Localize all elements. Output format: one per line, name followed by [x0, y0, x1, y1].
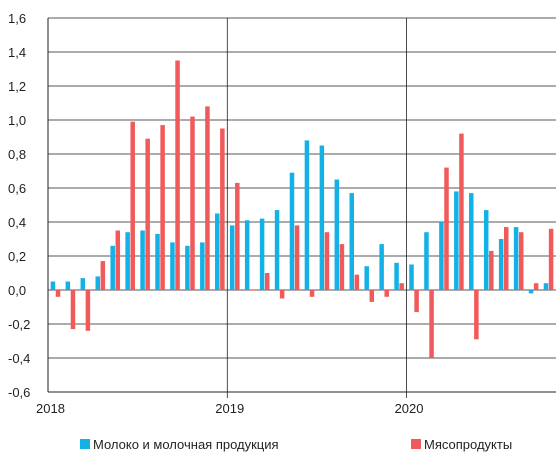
- bar-milk: [543, 283, 549, 290]
- bar-meat: [369, 290, 375, 302]
- y-tick-label: 0,8: [8, 147, 26, 162]
- bar-milk: [95, 276, 100, 290]
- bar-meat: [339, 244, 345, 290]
- bar-meat: [504, 227, 509, 290]
- bar-milk: [483, 210, 489, 290]
- bar-milk: [469, 193, 474, 290]
- y-tick-label: 1,2: [8, 79, 26, 94]
- bar-meat: [85, 290, 91, 331]
- bar-milk: [259, 218, 265, 290]
- bar-milk: [319, 145, 325, 290]
- bar-milk: [110, 245, 115, 290]
- bar-meat: [279, 290, 285, 299]
- bar-meat: [533, 283, 539, 290]
- bar-milk: [334, 179, 340, 290]
- y-tick-label: -0,4: [8, 351, 30, 366]
- bar-milk: [454, 191, 459, 290]
- bar-meat: [160, 125, 165, 290]
- bar-milk: [215, 213, 220, 290]
- bar-milk: [439, 222, 444, 290]
- bar-milk: [185, 245, 190, 290]
- x-tick-label: 2020: [395, 401, 424, 416]
- x-tick-labels: 2018 2019 2020: [36, 401, 424, 416]
- bar-meat: [145, 138, 150, 290]
- x-tick-label: 2019: [215, 401, 244, 416]
- bar-milk: [364, 266, 369, 290]
- bar-milk: [125, 232, 130, 290]
- bar-meat: [518, 232, 524, 290]
- bar-milk: [289, 172, 295, 290]
- bar-meat: [175, 60, 180, 290]
- y-tick-label: 1,0: [8, 113, 26, 128]
- bar-meat: [354, 274, 360, 290]
- bar-milk: [379, 244, 384, 290]
- bar-meat: [459, 133, 464, 290]
- bar-milk: [528, 290, 534, 294]
- bar-meat: [205, 106, 210, 291]
- bar-milk: [394, 262, 399, 290]
- bar-meat: [264, 273, 270, 290]
- legend-swatch-meat: [411, 439, 421, 449]
- bar-meat: [384, 290, 389, 297]
- y-tick-label: 0,4: [8, 215, 26, 230]
- bar-milk: [513, 227, 519, 290]
- bar-milk: [409, 264, 414, 290]
- bar-meat: [130, 121, 135, 290]
- year-dividers: [226, 18, 407, 398]
- y-tick-label: 0,2: [8, 249, 26, 264]
- bar-meat: [250, 290, 255, 291]
- bar-milk: [170, 242, 175, 290]
- y-tick-label: 1,6: [8, 11, 26, 26]
- y-tick-label: 0,0: [8, 283, 26, 298]
- bar-meat: [548, 228, 554, 290]
- y-tick-label: -0,2: [8, 317, 30, 332]
- bar-milk: [140, 230, 145, 290]
- y-tick-label: 1,4: [8, 45, 26, 60]
- y-tick-labels: 1,6 1,4 1,2 1,0 0,8 0,6 0,4 0,2 0,0 -0,2 -0,4 -0,6: [8, 11, 30, 400]
- bar-milk: [304, 140, 310, 290]
- bar-meat: [70, 290, 76, 330]
- bar-milk: [200, 242, 205, 290]
- bar-meat: [474, 290, 479, 340]
- y-tick-label: -0,6: [8, 385, 30, 400]
- gridlines: [48, 17, 556, 393]
- bar-milk: [229, 225, 235, 290]
- bar-meat: [100, 261, 106, 290]
- bar-meat: [115, 230, 121, 290]
- x-tick-label: 2018: [36, 401, 65, 416]
- bar-meat: [309, 290, 315, 297]
- y-tick-label: 0,6: [8, 181, 26, 196]
- bar-meat: [235, 182, 240, 290]
- bar-meat: [324, 232, 330, 290]
- bar-milk: [498, 239, 504, 290]
- legend-item-meat: Мясопродукты: [411, 434, 512, 454]
- bar-meat: [444, 167, 449, 290]
- bar-milk: [155, 233, 160, 290]
- legend-swatch-milk: [80, 439, 90, 449]
- bar-meat: [190, 116, 195, 290]
- bar-milk: [65, 281, 71, 290]
- bar-meat: [414, 290, 419, 313]
- bar-milk: [50, 281, 56, 290]
- bar-milk: [424, 232, 429, 290]
- bar-milk: [349, 193, 354, 290]
- bar-meat: [399, 283, 404, 290]
- bar-milk: [80, 278, 86, 290]
- bar-meat: [220, 128, 225, 290]
- legend-label-milk: Молоко и молочная продукция: [93, 436, 279, 452]
- bars: [50, 60, 554, 358]
- legend-item-milk: Молоко и молочная продукция: [80, 434, 279, 454]
- bar-milk: [244, 220, 250, 290]
- bar-meat: [294, 225, 300, 290]
- bar-milk: [274, 210, 280, 290]
- legend-label-meat: Мясопродукты: [424, 436, 513, 452]
- bar-meat: [489, 250, 494, 290]
- bar-meat: [55, 290, 61, 297]
- bar-meat: [429, 290, 434, 358]
